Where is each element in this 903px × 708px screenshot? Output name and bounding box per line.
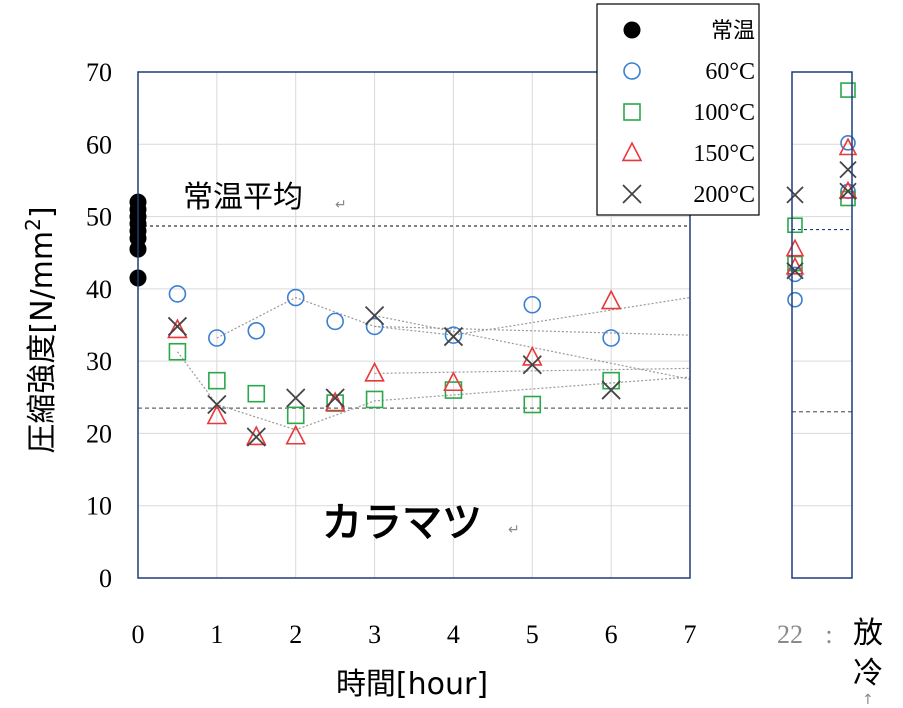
point-cross xyxy=(522,355,542,375)
y-tick-label: 40 xyxy=(86,275,112,304)
cooling-reference-lines xyxy=(792,228,852,413)
legend-label: 150°C xyxy=(693,141,755,167)
legend-marker xyxy=(622,184,642,204)
y-axis-label-sup: 2 xyxy=(21,218,45,231)
point-cross xyxy=(246,427,266,447)
cooling-point-circle xyxy=(787,291,803,308)
x-tick-label: 5 xyxy=(526,620,539,649)
point-circle xyxy=(326,312,344,331)
y-tick-label: 0 xyxy=(99,564,112,593)
cooling-gridlines xyxy=(792,143,852,507)
cooling-point-triangle xyxy=(785,238,805,257)
point-triangle xyxy=(245,425,267,446)
point-cross xyxy=(207,394,227,415)
cooling-point-cross xyxy=(839,182,857,200)
point-cross xyxy=(601,380,621,400)
point-square xyxy=(286,406,305,425)
y-tick-label: 10 xyxy=(86,492,112,521)
legend: 常温 60°C 100°C 150°C 200°C xyxy=(596,3,760,216)
room-temp-average-annotation: 常温平均 xyxy=(183,180,303,215)
y-tick-label: 70 xyxy=(86,58,112,87)
side-label-bottom: 冷 xyxy=(853,656,883,691)
point-square xyxy=(365,390,384,409)
x-tick-labels: 0 1 2 3 4 5 6 7 xyxy=(132,620,697,649)
point-circle xyxy=(168,285,187,303)
point-circle xyxy=(365,317,384,336)
x-tick-label: 1 xyxy=(210,620,223,649)
x-tick-label: 6 xyxy=(605,620,618,649)
trend-lines xyxy=(176,296,691,431)
point-circle xyxy=(444,326,463,344)
legend-marker xyxy=(621,141,643,162)
point-cross xyxy=(443,326,464,347)
extra-x-tick-separator: : xyxy=(825,620,832,649)
x-axis-label: 時間[hour] xyxy=(336,667,488,702)
legend-label: 100°C xyxy=(693,100,755,126)
point-circle xyxy=(523,295,542,314)
trend-line xyxy=(374,367,691,375)
point-square xyxy=(168,342,187,361)
point-triangle xyxy=(285,424,307,445)
y-axis-label-main: 圧縮強度[N/mm xyxy=(25,231,60,454)
reference-lines xyxy=(138,225,690,409)
trend-line xyxy=(176,351,691,431)
point-triangle xyxy=(167,318,188,339)
point-cross xyxy=(286,388,306,408)
extra-x-tick-label: 22 xyxy=(777,620,803,649)
side-label-top: 放 xyxy=(853,616,883,651)
cooling-point-circle xyxy=(840,135,856,151)
y-tick-label: 30 xyxy=(86,347,112,376)
return-mark: ↑ xyxy=(862,692,874,708)
cooling-plot-frame xyxy=(791,71,853,579)
legend-marker xyxy=(623,62,641,80)
point-cross xyxy=(364,305,385,326)
point-circle xyxy=(286,288,305,307)
cooling-point-cross xyxy=(786,186,804,204)
legend-label: 200°C xyxy=(693,182,755,208)
point-square xyxy=(523,395,542,414)
x-tick-label: 4 xyxy=(447,620,460,649)
legend-items: 常温 60°C 100°C 150°C 200°C xyxy=(621,19,755,208)
point-circle xyxy=(602,329,620,347)
main-plot-frame xyxy=(137,71,691,579)
legend-marker xyxy=(623,103,641,121)
legend-label: 60°C xyxy=(705,59,755,85)
cooling-point-square xyxy=(840,82,856,98)
legend-marker xyxy=(623,21,641,39)
point-triangle xyxy=(443,371,464,392)
x-tick-label: 3 xyxy=(368,620,381,649)
y-tick-labels: 0 10 20 30 40 50 60 70 xyxy=(86,58,112,593)
species-annotation: カラマツ xyxy=(322,499,482,546)
point-triangle xyxy=(600,289,622,310)
point-circle xyxy=(208,329,226,347)
point-triangle xyxy=(206,404,228,425)
point-square xyxy=(247,384,266,403)
point-cross xyxy=(167,316,188,337)
point-square xyxy=(602,371,620,390)
y-axis-label-end: ] xyxy=(25,206,60,218)
trend-line xyxy=(216,296,691,339)
legend-label: 常温 xyxy=(711,19,755,44)
cooling-point-square xyxy=(787,217,803,234)
point-square xyxy=(208,371,226,390)
y-tick-label: 50 xyxy=(86,203,112,232)
x-tick-label: 0 xyxy=(132,620,145,649)
cooling-data-marks xyxy=(785,82,858,308)
point-circle xyxy=(247,321,266,340)
point-triangle xyxy=(364,361,385,382)
x-tick-label: 7 xyxy=(684,620,697,649)
x-tick-label: 2 xyxy=(289,620,302,649)
point-cross xyxy=(325,388,345,408)
cooling-plot-area xyxy=(785,71,858,579)
cooling-point-cross xyxy=(786,262,804,280)
y-axis-label: 圧縮強度[N/mm2] xyxy=(21,206,60,453)
y-tick-label: 20 xyxy=(86,419,112,448)
svg-text:圧縮強度[N/mm2]: 圧縮強度[N/mm2] xyxy=(21,206,60,453)
cooling-point-cross xyxy=(839,160,857,179)
y-tick-label: 60 xyxy=(86,130,112,159)
species-return-mark: ↵ xyxy=(508,522,520,538)
annotation-return-mark: ↵ xyxy=(335,197,347,213)
